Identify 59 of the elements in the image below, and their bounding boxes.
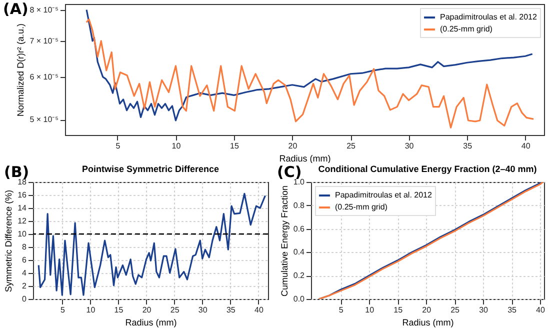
x-tick-label: 10	[86, 306, 96, 314]
y-tick-label: 0.6	[293, 224, 306, 234]
y-tick-label: 8 × 10⁻⁵	[30, 5, 58, 14]
y-tick-label: 4	[22, 268, 28, 278]
x-axis-title: Radius (mm)	[402, 318, 454, 328]
y-tick-label: 12	[18, 216, 28, 226]
y-tick-label: 0	[22, 294, 28, 304]
y-axis-title: Cumulative Energy Fraction	[279, 185, 290, 297]
legend-label: (0.25-mm grid)	[335, 202, 388, 212]
y-tick-label: 14	[18, 204, 28, 212]
x-tick-label: 20	[422, 306, 432, 314]
x-tick-label: 35	[508, 306, 518, 314]
x-tick-label: 5	[60, 306, 66, 314]
y-tick-label: 1.0	[293, 178, 306, 186]
x-tick-label: 25	[346, 142, 356, 150]
x-tick-label: 15	[230, 142, 240, 150]
y-tick-label: 18	[18, 178, 28, 186]
y-tick-label: 0.4	[293, 248, 306, 257]
x-tick-label: 30	[479, 306, 489, 314]
x-tick-label: 20	[288, 142, 298, 150]
y-tick-label: 0.8	[293, 200, 306, 210]
x-tick-label: 40	[536, 306, 546, 314]
x-tick-label: 10	[172, 142, 182, 150]
x-tick-label: 10	[365, 306, 375, 314]
x-tick-label: 15	[114, 306, 124, 314]
y-tick-label: 16	[18, 190, 28, 200]
x-axis-title: Radius (mm)	[279, 154, 331, 164]
legend-label: Papadimitroulas et al. 2012	[440, 12, 538, 22]
chart-title: Pointwise Symmetric Difference	[82, 164, 220, 174]
y-tick-label: 7 × 10⁻⁵	[30, 36, 58, 46]
x-tick-label: 30	[404, 142, 414, 150]
x-tick-label: 5	[116, 142, 121, 150]
y-tick-label: 0.2	[293, 271, 306, 280]
line-series	[38, 192, 266, 296]
y-axis-title: Symmetric Difference (%)	[4, 190, 14, 292]
y-axis-title: Normalized D(r)r² (a.u.)	[16, 23, 26, 117]
text: (A)	[3, 0, 28, 18]
x-tick-label: 35	[226, 306, 236, 314]
x-tick-label: 35	[463, 142, 473, 150]
legend-label: (0.25-mm grid)	[440, 24, 493, 34]
y-tick-label: 8	[22, 242, 28, 252]
x-tick-label: 25	[170, 306, 180, 314]
x-tick-label: 20	[142, 306, 152, 314]
x-tick-label: 40	[521, 142, 531, 150]
x-tick-label: 15	[394, 306, 404, 314]
y-tick-label: 2	[22, 282, 28, 290]
line-series	[318, 182, 544, 299]
y-tick-label: 10	[18, 230, 28, 238]
y-tick-label: 6 × 10⁻⁵	[30, 72, 58, 82]
chart-title: Conditional Cumulative Energy Fraction (2–40 mm)	[318, 164, 537, 174]
y-tick-label: 6	[22, 256, 28, 264]
x-tick-label: 30	[198, 306, 208, 314]
x-tick-label: 40	[254, 306, 264, 314]
x-tick-label: 5	[338, 306, 344, 314]
y-tick-label: 0.0	[293, 294, 306, 304]
y-tick-label: 5 × 10⁻⁵	[30, 115, 58, 124]
legend-label: Papadimitroulas et al. 2012	[335, 190, 432, 200]
x-tick-label: 25	[450, 306, 460, 314]
x-axis-title: Radius (mm)	[125, 318, 177, 328]
